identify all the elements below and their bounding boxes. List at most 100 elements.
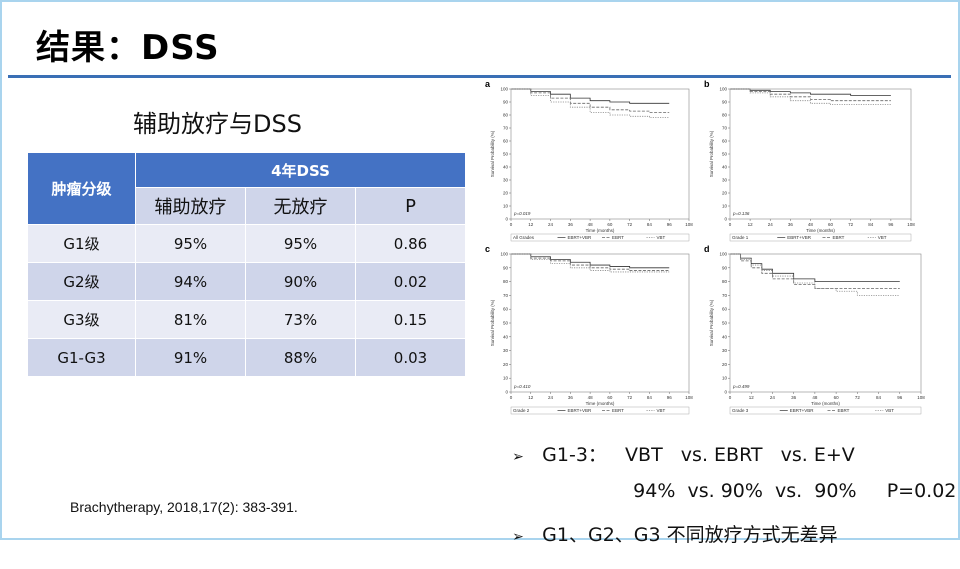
plot-frame	[510, 88, 690, 220]
y-tick-label: 40	[722, 165, 728, 170]
x-tick-label: 24	[548, 395, 554, 400]
legend-entry: EBRT	[612, 408, 624, 413]
y-tick-label: 90	[722, 265, 728, 270]
col-p-header: P	[355, 187, 466, 225]
survival-curve	[730, 88, 891, 96]
dss-table: 肿瘤分级 4年DSS 辅助放疗 无放疗 P G1级 95% 95% 0.86 G…	[27, 152, 466, 377]
y-tick-label: 90	[722, 100, 728, 105]
y-tick-label: 20	[722, 191, 728, 196]
legend-entry: VBT	[657, 235, 666, 240]
legend-entry: Grade 3	[732, 408, 749, 413]
x-tick-label: 36	[568, 395, 574, 400]
x-tick-label: 24	[548, 222, 554, 227]
col-none-header: 无放疗	[245, 187, 356, 225]
table-row: G2级 94% 90% 0.02	[27, 262, 466, 301]
y-tick-label: 100	[500, 87, 508, 92]
y-tick-label: 70	[503, 126, 509, 131]
legend-entry: Grade 2	[513, 408, 530, 413]
p-value-label: p=0.499	[732, 384, 750, 389]
x-tick-label: 60	[607, 222, 613, 227]
y-tick-label: 80	[503, 279, 509, 284]
grade-cell: G3级	[27, 300, 136, 339]
survival-curve	[730, 253, 900, 289]
x-tick-label: 108	[685, 222, 693, 227]
slide-frame	[0, 0, 960, 540]
panel-label: c	[485, 244, 490, 254]
y-axis-label: Survival Probability (%)	[709, 299, 714, 346]
x-tick-label: 84	[876, 395, 882, 400]
p-value-label: p=0.410	[513, 384, 531, 389]
x-tick-label: 0	[510, 395, 513, 400]
bullet-item: 94% vs. 90% vs. 90% P=0.02	[609, 458, 956, 524]
legend-entry: All Grades	[513, 235, 535, 240]
y-tick-label: 100	[719, 87, 727, 92]
y-tick-label: 60	[722, 139, 728, 144]
survival-curve	[511, 88, 670, 113]
x-tick-label: 36	[791, 395, 797, 400]
y-tick-label: 30	[722, 348, 728, 353]
survival-curve	[511, 253, 670, 271]
x-tick-label: 108	[907, 222, 915, 227]
y-tick-label: 0	[724, 390, 727, 395]
x-tick-label: 96	[888, 222, 894, 227]
y-axis-label: Survival Probability (%)	[709, 130, 714, 177]
y-tick-label: 80	[722, 279, 728, 284]
x-tick-label: 60	[834, 395, 840, 400]
panel-label: a	[485, 79, 491, 89]
y-tick-label: 20	[503, 191, 509, 196]
grade-cell: G2级	[27, 262, 136, 301]
legend-entry: VBT	[657, 408, 666, 413]
y-tick-label: 100	[719, 252, 727, 257]
legend-entry: EBRT+VBR	[787, 235, 812, 240]
plot-frame	[510, 253, 690, 393]
legend-entry: EBRT	[838, 408, 850, 413]
y-tick-label: 40	[503, 165, 509, 170]
x-tick-label: 108	[685, 395, 693, 400]
bullet-text: G1、G2、G3 不同放疗方式无差异	[542, 524, 838, 546]
y-tick-label: 40	[503, 334, 509, 339]
y-tick-label: 60	[503, 139, 509, 144]
x-axis-label: Time (months)	[586, 401, 615, 406]
table-row: G1级 95% 95% 0.86	[27, 224, 466, 263]
y-tick-label: 30	[503, 178, 509, 183]
legend-entry: Grade 1	[732, 235, 749, 240]
y-tick-label: 10	[722, 376, 728, 381]
survival-curve	[511, 253, 670, 269]
y-axis-label: Survival Probability (%)	[490, 299, 495, 346]
y-tick-label: 70	[722, 293, 728, 298]
col-adjuvant-header: 辅助放疗	[135, 187, 246, 225]
x-tick-label: 36	[568, 222, 574, 227]
y-tick-label: 60	[722, 307, 728, 312]
x-tick-label: 72	[855, 395, 861, 400]
x-tick-label: 48	[588, 395, 594, 400]
legend-box	[729, 406, 922, 415]
adjuvant-cell: 95%	[135, 224, 246, 263]
km-chart-a: a 0 10 20 30 40 50 60 70 80 90 100 0 12 24 36 48 60 72 84 96…	[485, 79, 693, 242]
bullet-item: ➢ G1、G2、G3 不同放疗方式无差异	[488, 498, 838, 569]
bullet-text: 94% vs. 90% vs. 90% P=0.02	[633, 480, 957, 502]
x-axis-label: Time (months)	[811, 401, 840, 406]
x-tick-label: 72	[848, 222, 854, 227]
x-tick-label: 84	[647, 395, 653, 400]
panel-label: b	[704, 79, 710, 89]
survival-curve	[511, 88, 670, 104]
p-cell: 0.03	[355, 338, 466, 377]
y-tick-label: 50	[722, 321, 728, 326]
page-title: 结果：DSS	[36, 28, 220, 68]
y-tick-label: 50	[503, 321, 509, 326]
x-tick-label: 72	[627, 222, 633, 227]
legend-box	[510, 406, 690, 415]
adjuvant-cell: 81%	[135, 300, 246, 339]
y-tick-label: 80	[722, 113, 728, 118]
y-tick-label: 30	[722, 178, 728, 183]
panel-label: d	[704, 244, 710, 254]
y-tick-label: 80	[503, 113, 509, 118]
y-tick-label: 30	[503, 348, 509, 353]
bullet-text: G1-3： VBT vs. EBRT vs. E+V	[542, 444, 855, 466]
x-tick-label: 48	[588, 222, 594, 227]
p-cell: 0.86	[355, 224, 466, 263]
p-cell: 0.15	[355, 300, 466, 339]
grade-header: 肿瘤分级	[27, 152, 136, 225]
x-axis-label: Time (months)	[586, 228, 615, 233]
x-tick-label: 24	[768, 222, 774, 227]
